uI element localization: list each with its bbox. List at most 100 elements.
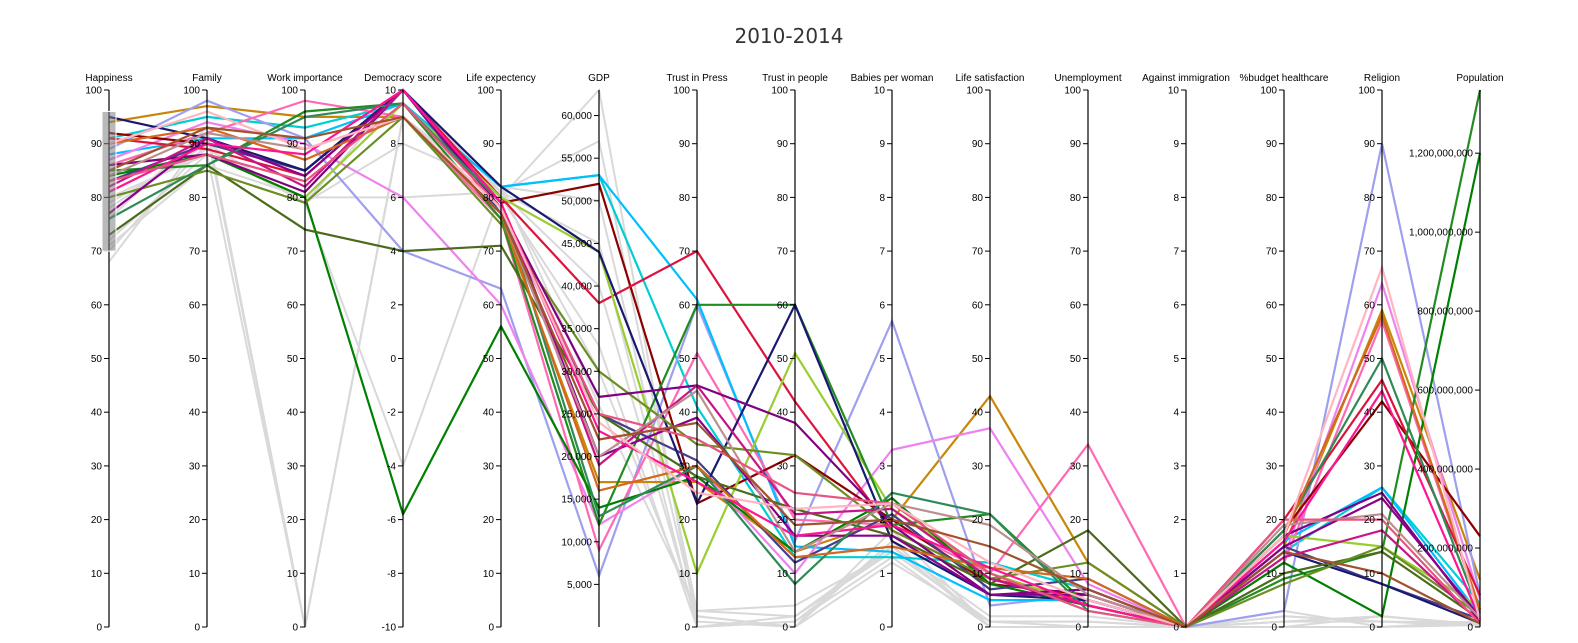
tick-label: 20: [679, 515, 691, 526]
tick-label: 60: [1266, 300, 1278, 311]
tick-label: 5: [1173, 354, 1179, 365]
tick-label: 7: [879, 247, 885, 258]
tick-label: 90: [1364, 139, 1376, 150]
tick-label: 20,000: [561, 452, 592, 463]
tick-label: -8: [387, 569, 396, 580]
tick-label: 30: [483, 461, 495, 472]
tick-label: 4: [390, 247, 396, 258]
tick-label: 0: [684, 623, 690, 634]
axis-title-budget-healthcare: %budget healthcare: [1240, 73, 1329, 84]
tick-label: 40: [679, 408, 691, 419]
tick-label: 30: [287, 461, 299, 472]
tick-label: 6: [1173, 300, 1179, 311]
axis-population: Population 0 200,000,000 400,000,000 600,000…: [1409, 73, 1504, 634]
tick-label: 50: [972, 354, 984, 365]
tick-label: 50: [483, 354, 495, 365]
tick-label: 30: [91, 461, 103, 472]
axis-against-immigration: Against immigration 0 1 2 3 4 5 6 7 8 9 10: [1142, 73, 1230, 634]
tick-label: -10: [382, 623, 397, 634]
axis-title-work-importance: Work importance: [267, 73, 343, 84]
tick-label: -6: [387, 515, 396, 526]
tick-label: 40: [483, 408, 495, 419]
tick-label: 10: [91, 569, 103, 580]
tick-label: 60: [287, 300, 299, 311]
axis-title-democracy-score: Democracy score: [364, 73, 442, 84]
tick-label: 60: [483, 300, 495, 311]
tick-label: 10: [874, 86, 886, 97]
tick-label: 20: [287, 515, 299, 526]
tick-label: 0: [1075, 623, 1081, 634]
tick-label: 40: [1070, 408, 1082, 419]
tick-label: 70: [1266, 247, 1278, 258]
tick-label: 20: [972, 515, 984, 526]
tick-label: 2: [390, 300, 396, 311]
tick-label: 40: [91, 408, 103, 419]
tick-label: 70: [483, 247, 495, 258]
tick-label: 10: [385, 86, 397, 97]
axis-title-life-expectency: Life expectency: [466, 73, 536, 84]
axis-budget-healthcare: %budget healthcare 0 10 20 30 40 50 60 70 80 90 100: [1240, 73, 1329, 634]
axis-family: Family 0 10 20 30 40 50 60 70 80 90 100: [183, 73, 221, 634]
tick-label: 60: [679, 300, 691, 311]
tick-label: 60: [1070, 300, 1082, 311]
tick-label: 30: [679, 461, 691, 472]
tick-label: 6: [390, 193, 396, 204]
axis-gdp: GDP 5,000 10,000 15,000 20,000 25,000 30,000 35…: [561, 73, 610, 627]
axis-title-babies-per-woman: Babies per woman: [851, 73, 934, 84]
tick-label: 90: [189, 139, 201, 150]
tick-label: 100: [673, 86, 690, 97]
tick-label: 0: [390, 354, 396, 365]
tick-label: 800,000,000: [1417, 307, 1473, 318]
axes-layer: Happiness0102030405060708090100Family010…: [85, 73, 1503, 634]
tick-label: 10: [972, 569, 984, 580]
tick-label: 1: [1173, 569, 1179, 580]
tick-label: 70: [189, 247, 201, 258]
tick-label: 60: [777, 300, 789, 311]
tick-label: 30: [777, 461, 789, 472]
axis-title-life-satisfaction: Life satisfaction: [956, 73, 1025, 84]
happiness-brush[interactable]: [101, 110, 117, 252]
tick-label: 90: [287, 139, 299, 150]
tick-label: 20: [91, 515, 103, 526]
tick-label: 1: [879, 569, 885, 580]
tick-label: 80: [1266, 193, 1278, 204]
tick-label: 90: [679, 139, 691, 150]
tick-label: 80: [972, 193, 984, 204]
tick-label: 0: [879, 623, 885, 634]
tick-label: 30: [1266, 461, 1278, 472]
tick-label: 9: [1173, 139, 1179, 150]
tick-label: 10: [287, 569, 299, 580]
tick-label: 1,000,000,000: [1409, 228, 1473, 239]
tick-label: 40: [287, 408, 299, 419]
tick-label: 0: [782, 623, 788, 634]
tick-label: 40: [972, 408, 984, 419]
tick-label: 50: [91, 354, 103, 365]
tick-label: 2: [879, 515, 885, 526]
tick-label: 35,000: [561, 324, 592, 335]
tick-label: 90: [972, 139, 984, 150]
axis-title-family: Family: [192, 73, 221, 84]
tick-label: 50: [287, 354, 299, 365]
tick-label: 60: [91, 300, 103, 311]
tick-label: 4: [1173, 408, 1179, 419]
tick-label: 40: [777, 408, 789, 419]
tick-label: 0: [1271, 623, 1277, 634]
tick-label: 30: [1364, 461, 1376, 472]
axis-title-population: Population: [1456, 73, 1503, 84]
tick-label: 90: [777, 139, 789, 150]
tick-label: 10: [777, 569, 789, 580]
tick-label: 50: [777, 354, 789, 365]
tick-label: 50: [189, 354, 201, 365]
tick-label: 5: [879, 354, 885, 365]
axis-title-trust-in-press: Trust in Press: [666, 73, 727, 84]
axis-life-satisfaction: Life satisfaction 0 10 20 30 40 50 60 70 80 90 100: [956, 73, 1025, 634]
tick-label: 200,000,000: [1417, 544, 1473, 555]
tick-label: 60: [1364, 300, 1376, 311]
tick-label: 0: [977, 623, 983, 634]
tick-label: 10: [483, 569, 495, 580]
tick-label: 10: [1070, 569, 1082, 580]
tick-label: 25,000: [561, 409, 592, 420]
tick-label: 70: [679, 247, 691, 258]
tick-label: 90: [483, 139, 495, 150]
